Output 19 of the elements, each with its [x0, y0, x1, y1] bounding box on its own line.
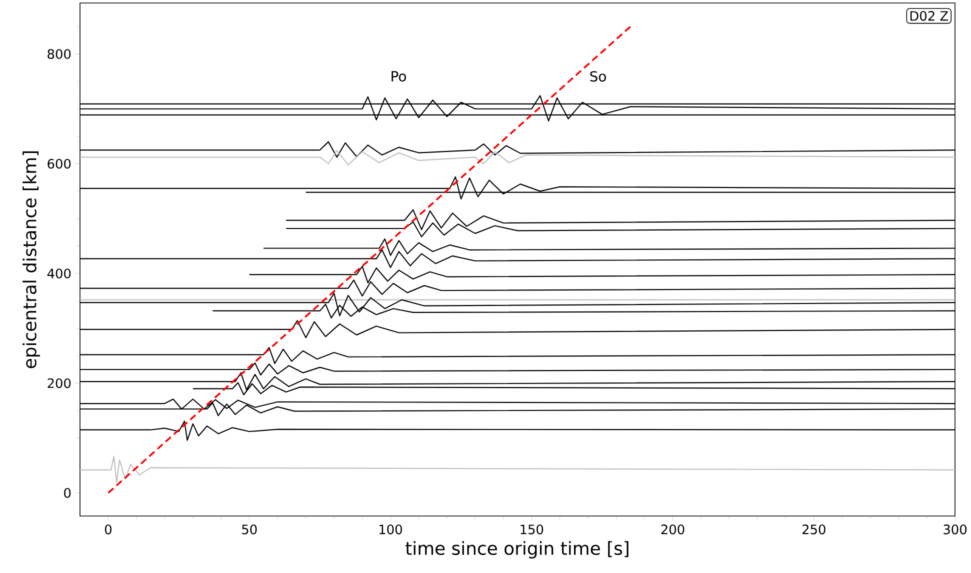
- y-tick-label: 200: [48, 378, 71, 388]
- x-tick-label: 100: [380, 524, 402, 534]
- y-tick-label: 400: [47, 268, 71, 278]
- annotation: Po: [392, 71, 406, 82]
- line-series: [80, 150, 956, 166]
- y-axis-title: epicentral distance [km]: [22, 151, 40, 368]
- x-tick-label: 150: [520, 524, 544, 534]
- annotation: So: [590, 71, 606, 82]
- line-series: [80, 456, 956, 484]
- y-tick-label: 600: [48, 158, 71, 169]
- y-tick-label: 0: [64, 488, 71, 498]
- annotation: D02 Z: [910, 11, 948, 21]
- x-axis-title: time since origin time [s]: [406, 541, 628, 559]
- x-tick-label: 0: [104, 524, 112, 534]
- y-tick-label: 800: [48, 49, 71, 59]
- x-tick-label: 200: [661, 524, 684, 534]
- x-tick-label: 250: [802, 524, 826, 534]
- x-tick-label: 300: [944, 524, 966, 534]
- x-tick-label: 50: [242, 524, 257, 534]
